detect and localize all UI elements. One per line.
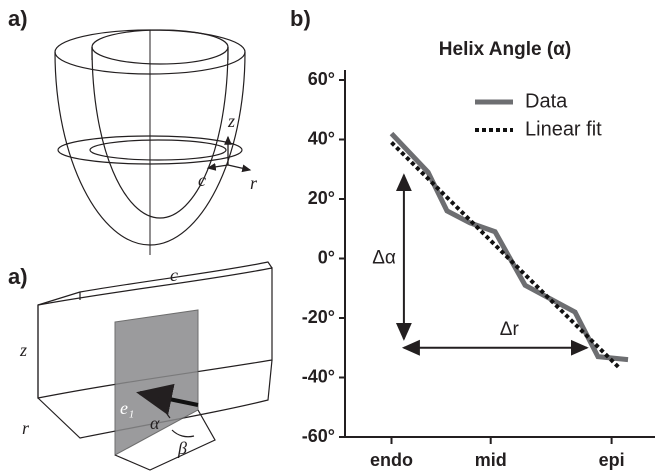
- annotation: Δα: [372, 248, 396, 269]
- legend-label: Linear fit: [525, 118, 602, 140]
- axis-label: r: [250, 173, 258, 193]
- vector-label: e₁: [120, 398, 134, 418]
- y-tick-label: -20°: [302, 307, 335, 327]
- panel-label: b): [290, 6, 311, 31]
- axis-label: z: [227, 111, 235, 131]
- legend-label: Data: [525, 90, 568, 112]
- axis-label: c: [198, 170, 206, 190]
- x-tick-label: mid: [475, 450, 507, 470]
- fit-line: [390, 141, 622, 370]
- panel-label: a): [8, 264, 28, 289]
- y-tick-label: 40°: [308, 128, 335, 148]
- y-tick-label: 20°: [308, 188, 335, 208]
- angle-label: β: [177, 438, 187, 458]
- angle-label: α: [150, 413, 160, 433]
- y-tick-label: -40°: [302, 366, 335, 386]
- x-tick-label: epi: [599, 450, 625, 470]
- x-tick-label: endo: [370, 450, 413, 470]
- heart-diagram: z c r: [54, 29, 258, 255]
- annotation: Δr: [500, 319, 520, 340]
- axis-label: r: [22, 418, 30, 438]
- y-tick-label: 0°: [318, 247, 335, 267]
- chart-title: Helix Angle (α): [439, 39, 571, 60]
- chart: Helix Angle (α) -60° -40° -20° 0° 20° 40° 60° e…: [302, 39, 655, 470]
- axis-label: z: [19, 340, 27, 360]
- panel-label: a): [8, 6, 28, 31]
- y-tick-label: 60°: [308, 69, 335, 89]
- axis-label: c: [170, 265, 178, 285]
- block-diagram: c z r e₁ α β: [19, 261, 273, 471]
- y-tick-label: -60°: [302, 426, 335, 446]
